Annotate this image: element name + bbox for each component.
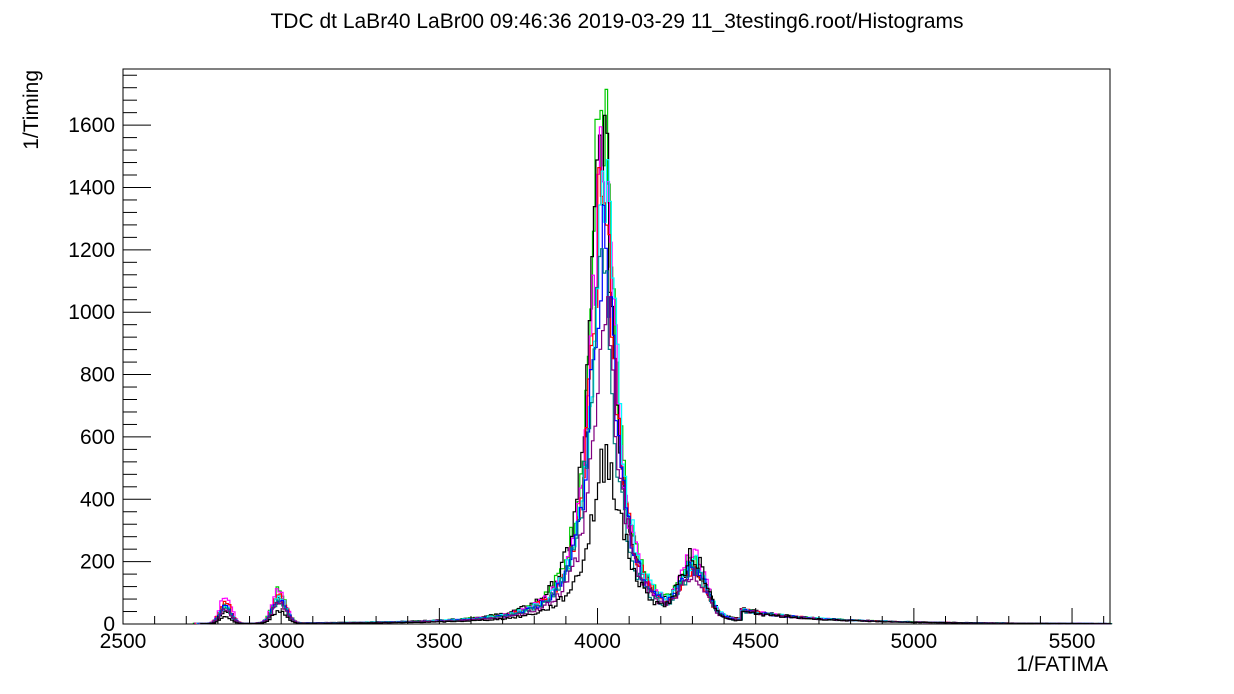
histogram-series-2 xyxy=(194,126,1111,625)
chart-title: TDC dt LaBr40 LaBr00 09:46:36 2019-03-29… xyxy=(270,10,964,33)
x-tick-label: 3500 xyxy=(416,630,463,653)
x-tick-label: 4500 xyxy=(732,630,779,653)
y-tick-label: 200 xyxy=(80,551,115,574)
histogram-series-6 xyxy=(198,248,1112,625)
x-tick-label: 5500 xyxy=(1049,630,1096,653)
x-axis-title: 1/FATIMA xyxy=(1016,653,1108,676)
series-layer xyxy=(192,88,1113,625)
y-tick-label: 0 xyxy=(103,613,115,636)
histogram-series-4 xyxy=(196,159,1110,625)
histogram-series-1 xyxy=(193,114,1113,625)
y-tick-label: 1400 xyxy=(68,176,115,199)
histogram-series-0 xyxy=(192,88,1112,625)
y-tick-label: 1000 xyxy=(68,301,115,324)
y-tick-label: 400 xyxy=(80,488,115,511)
histogram-series-8 xyxy=(200,444,1112,625)
y-tick-label: 600 xyxy=(80,426,115,449)
plot-frame xyxy=(122,68,1111,625)
y-tick-label: 1200 xyxy=(68,239,115,262)
x-tick-label: 5000 xyxy=(891,630,938,653)
histogram-series-3 xyxy=(195,167,1112,625)
x-tick-label: 2500 xyxy=(100,630,147,653)
axis-layer: 2500 3000 3500 4000 4500 5000 5500 0 200 400 600 80… xyxy=(68,74,1105,653)
y-axis-title: 1/Timing xyxy=(20,70,43,150)
histogram-series-5 xyxy=(197,204,1111,625)
x-tick-label: 3000 xyxy=(258,630,305,653)
y-tick-label: 800 xyxy=(80,364,115,387)
y-tick-label: 1600 xyxy=(68,114,115,137)
histogram-series-7 xyxy=(199,296,1111,625)
x-tick-label: 4000 xyxy=(574,630,621,653)
